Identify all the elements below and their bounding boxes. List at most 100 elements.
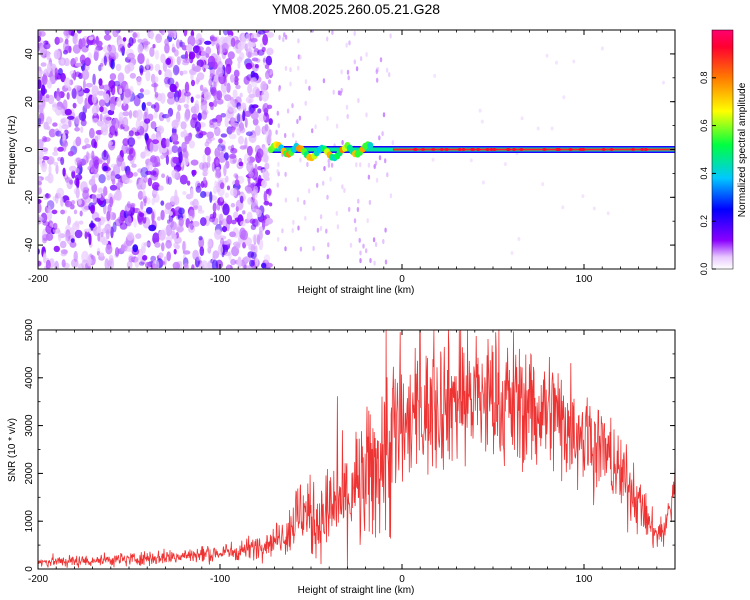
noise-speck <box>214 126 221 137</box>
noise-speck <box>66 92 70 100</box>
noise-speck <box>332 89 335 95</box>
noise-speck <box>247 251 255 258</box>
x-tick-label: 0 <box>399 574 405 585</box>
y-tick-label: 4000 <box>24 366 35 389</box>
noise-speck <box>268 118 273 126</box>
noise-speck <box>78 111 87 121</box>
noise-speck <box>545 53 549 58</box>
noise-speck <box>114 128 118 137</box>
noise-speck <box>38 72 42 82</box>
carrier-peak <box>511 148 517 151</box>
noise-speck <box>126 201 131 209</box>
noise-speck <box>58 123 63 133</box>
snr-marks <box>38 330 675 569</box>
noise-speck <box>266 104 273 110</box>
noise-speck <box>229 153 237 159</box>
noise-speck <box>64 108 72 116</box>
noise-speck <box>122 96 126 107</box>
noise-speck <box>167 91 175 99</box>
noise-speck <box>183 156 189 166</box>
noise-speck <box>106 175 111 181</box>
noise-speck <box>154 91 159 98</box>
x-tick-label: 100 <box>576 274 593 285</box>
noise-speck <box>245 186 253 194</box>
noise-speck <box>175 111 181 123</box>
noise-speck <box>101 150 109 161</box>
noise-speck <box>357 98 360 103</box>
noise-speck <box>148 224 157 232</box>
noise-speck <box>161 173 166 178</box>
noise-speck <box>60 252 67 257</box>
noise-speck <box>391 140 394 146</box>
noise-speck <box>282 37 285 42</box>
noise-speck <box>100 231 104 237</box>
noise-speck <box>200 50 207 58</box>
noise-speck <box>204 64 209 70</box>
noise-speck <box>98 199 104 206</box>
noise-speck <box>38 177 42 189</box>
noise-speck <box>72 33 77 45</box>
noise-speck <box>108 257 115 269</box>
noise-speck <box>48 128 57 138</box>
noise-speck <box>257 30 266 35</box>
noise-speck <box>109 196 114 208</box>
noise-speck <box>346 114 349 119</box>
noise-speck <box>121 143 128 154</box>
noise-speck <box>152 232 160 245</box>
noise-speck <box>38 260 42 267</box>
noise-speck <box>103 189 108 196</box>
noise-speck <box>217 119 221 127</box>
noise-speck <box>112 30 119 38</box>
noise-speck <box>262 34 268 46</box>
noise-speck <box>43 42 51 50</box>
noise-speck <box>182 60 189 66</box>
noise-speck <box>160 154 165 160</box>
noise-speck <box>239 92 243 98</box>
noise-speck <box>182 191 187 195</box>
noise-speck <box>154 242 161 248</box>
noise-speck <box>366 218 369 224</box>
noise-speck <box>67 215 71 226</box>
noise-speck <box>42 137 51 142</box>
noise-speck <box>160 137 168 149</box>
noise-speck <box>138 178 143 185</box>
noise-speck <box>55 164 59 175</box>
noise-speck <box>160 209 165 221</box>
noise-speck <box>71 88 77 99</box>
noise-speck <box>298 115 302 121</box>
noise-speck <box>40 62 47 67</box>
noise-speck <box>246 161 254 173</box>
noise-speck <box>224 94 232 102</box>
noise-speck <box>359 258 362 264</box>
noise-speck <box>323 166 326 171</box>
noise-speck <box>378 135 381 141</box>
noise-speck <box>51 209 58 215</box>
colorbar-tick-label: 0.6 <box>699 119 709 132</box>
snr-series-line <box>38 330 675 569</box>
noise-speck <box>177 104 182 112</box>
noise-speck <box>250 38 258 43</box>
noise-speck <box>146 101 152 106</box>
noise-speck <box>600 46 604 51</box>
noise-speck <box>39 49 45 58</box>
noise-speck <box>53 49 61 60</box>
x-tick-label: -100 <box>210 274 230 285</box>
noise-speck <box>97 232 101 242</box>
noise-speck <box>216 67 224 77</box>
noise-speck <box>277 161 280 167</box>
noise-speck <box>353 30 356 36</box>
noise-speck <box>126 260 133 269</box>
noise-speck <box>159 260 166 266</box>
noise-speck <box>178 89 182 98</box>
noise-speck <box>191 264 195 269</box>
noise-speck <box>150 121 157 130</box>
noise-speck <box>74 178 80 187</box>
noise-speck <box>268 202 273 207</box>
noise-speck <box>143 150 151 157</box>
noise-speck <box>244 110 252 118</box>
noise-speck <box>62 99 68 111</box>
noise-speck <box>128 254 135 262</box>
noise-speck <box>98 99 106 107</box>
noise-speck <box>195 94 201 99</box>
noise-speck <box>247 51 252 59</box>
